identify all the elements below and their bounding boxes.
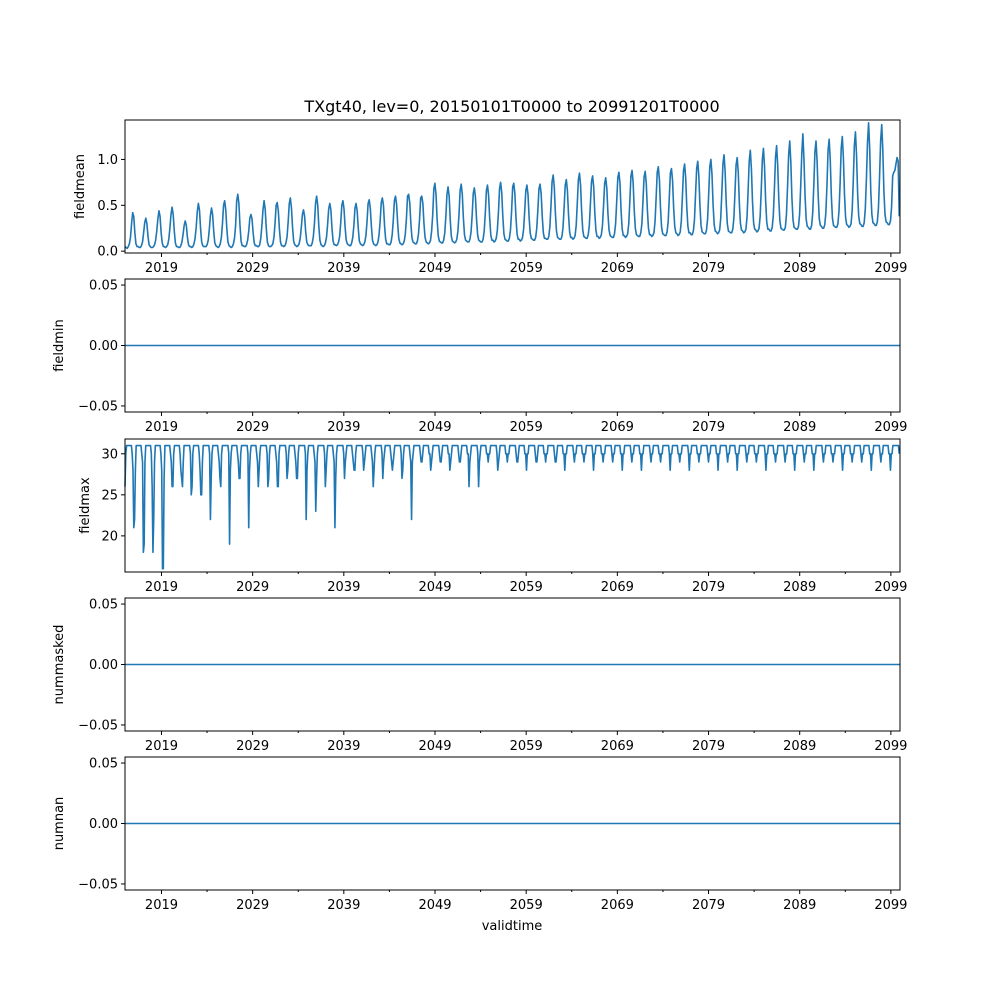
x-tick-label: 2059 — [510, 898, 543, 913]
y-axis-label-fieldmax: fieldmax — [78, 477, 93, 534]
y-tick-label: 1.0 — [97, 153, 118, 168]
x-tick-label: 2049 — [418, 898, 451, 913]
x-tick-label: 2079 — [692, 739, 725, 754]
y-tick-label: −0.05 — [78, 718, 118, 733]
x-tick-label: 2049 — [418, 261, 451, 276]
y-axis-label-numnan: numnan — [52, 797, 67, 851]
x-tick-label: 2089 — [783, 261, 816, 276]
axes-frame-fieldmean — [124, 119, 901, 254]
series-line-fieldmean — [124, 121, 901, 250]
x-tick-label: 2039 — [327, 261, 360, 276]
y-tick-label: −0.05 — [78, 399, 118, 414]
y-tick-label: −0.05 — [78, 877, 118, 892]
x-tick-label: 2079 — [692, 898, 725, 913]
y-tick-label: 0.00 — [89, 817, 118, 832]
chart-title: TXgt40, lev=0, 20150101T0000 to 20991201… — [303, 97, 719, 116]
panel-fieldmin: 2019 2029 2039 2049 2059 2069 2079 2089 2099 −0.0… — [52, 278, 907, 435]
y-axis-label-fieldmin: fieldmin — [52, 319, 67, 372]
panel-fieldmean: 2019 2029 2039 2049 2059 2069 2079 2089 2099 0.0 0… — [73, 119, 907, 276]
x-tick-label: 2079 — [692, 420, 725, 435]
x-tick-label: 2059 — [510, 580, 543, 595]
y-tick-label: 20 — [101, 529, 118, 544]
series-line-fieldmax — [124, 444, 901, 570]
x-tick-label: 2049 — [418, 580, 451, 595]
x-tick-label: 2099 — [874, 739, 907, 754]
x-tick-label: 2049 — [418, 739, 451, 754]
x-tick-label: 2099 — [874, 261, 907, 276]
x-tick-label: 2019 — [145, 261, 178, 276]
x-tick-label: 2029 — [236, 580, 269, 595]
x-tick-label: 2029 — [236, 898, 269, 913]
x-tick-label: 2069 — [601, 420, 634, 435]
x-tick-label: 2019 — [145, 898, 178, 913]
axes-frame-fieldmax — [124, 438, 901, 573]
x-tick-label: 2079 — [692, 261, 725, 276]
x-tick-label: 2059 — [510, 420, 543, 435]
y-tick-label: 0.05 — [89, 757, 118, 772]
x-tick-label: 2059 — [510, 261, 543, 276]
y-tick-label: 0.05 — [89, 279, 118, 294]
y-axis-label-nummasked: nummasked — [52, 625, 67, 705]
panel-fieldmax: 2019 2029 2039 2049 2059 2069 2079 2089 2099 20 25… — [78, 438, 907, 595]
x-tick-label: 2089 — [783, 739, 816, 754]
x-tick-label: 2029 — [236, 739, 269, 754]
x-tick-label: 2089 — [783, 420, 816, 435]
y-tick-label: 0.0 — [97, 245, 118, 260]
x-tick-label: 2099 — [874, 898, 907, 913]
panel-numnan: 2019 2029 2039 2049 2059 2069 2079 2089 2099 −0.0… — [52, 756, 907, 913]
x-tick-label: 2039 — [327, 898, 360, 913]
y-tick-label: 0.05 — [89, 598, 118, 613]
x-tick-label: 2019 — [145, 580, 178, 595]
x-axis-label: validtime — [482, 919, 543, 934]
y-tick-label: 25 — [101, 488, 118, 503]
x-tick-label: 2069 — [601, 739, 634, 754]
x-tick-label: 2069 — [601, 580, 634, 595]
y-tick-label: 0.5 — [97, 199, 118, 214]
x-tick-label: 2059 — [510, 739, 543, 754]
y-tick-label: 0.00 — [89, 339, 118, 354]
x-tick-label: 2089 — [783, 580, 816, 595]
x-tick-label: 2019 — [145, 420, 178, 435]
y-tick-label: 30 — [101, 447, 118, 462]
x-tick-label: 2039 — [327, 739, 360, 754]
x-tick-label: 2029 — [236, 261, 269, 276]
x-tick-label: 2099 — [874, 580, 907, 595]
y-tick-label: 0.00 — [89, 658, 118, 673]
x-tick-label: 2039 — [327, 580, 360, 595]
x-tick-label: 2049 — [418, 420, 451, 435]
x-tick-label: 2019 — [145, 739, 178, 754]
x-tick-label: 2039 — [327, 420, 360, 435]
x-tick-label: 2079 — [692, 580, 725, 595]
panel-nummasked: 2019 2029 2039 2049 2059 2069 2079 2089 2099 −0.0… — [52, 597, 907, 754]
y-axis-label-fieldmean: fieldmean — [73, 154, 88, 219]
x-tick-label: 2069 — [601, 898, 634, 913]
x-tick-label: 2029 — [236, 420, 269, 435]
x-tick-label: 2099 — [874, 420, 907, 435]
x-tick-label: 2069 — [601, 261, 634, 276]
x-tick-label: 2089 — [783, 898, 816, 913]
